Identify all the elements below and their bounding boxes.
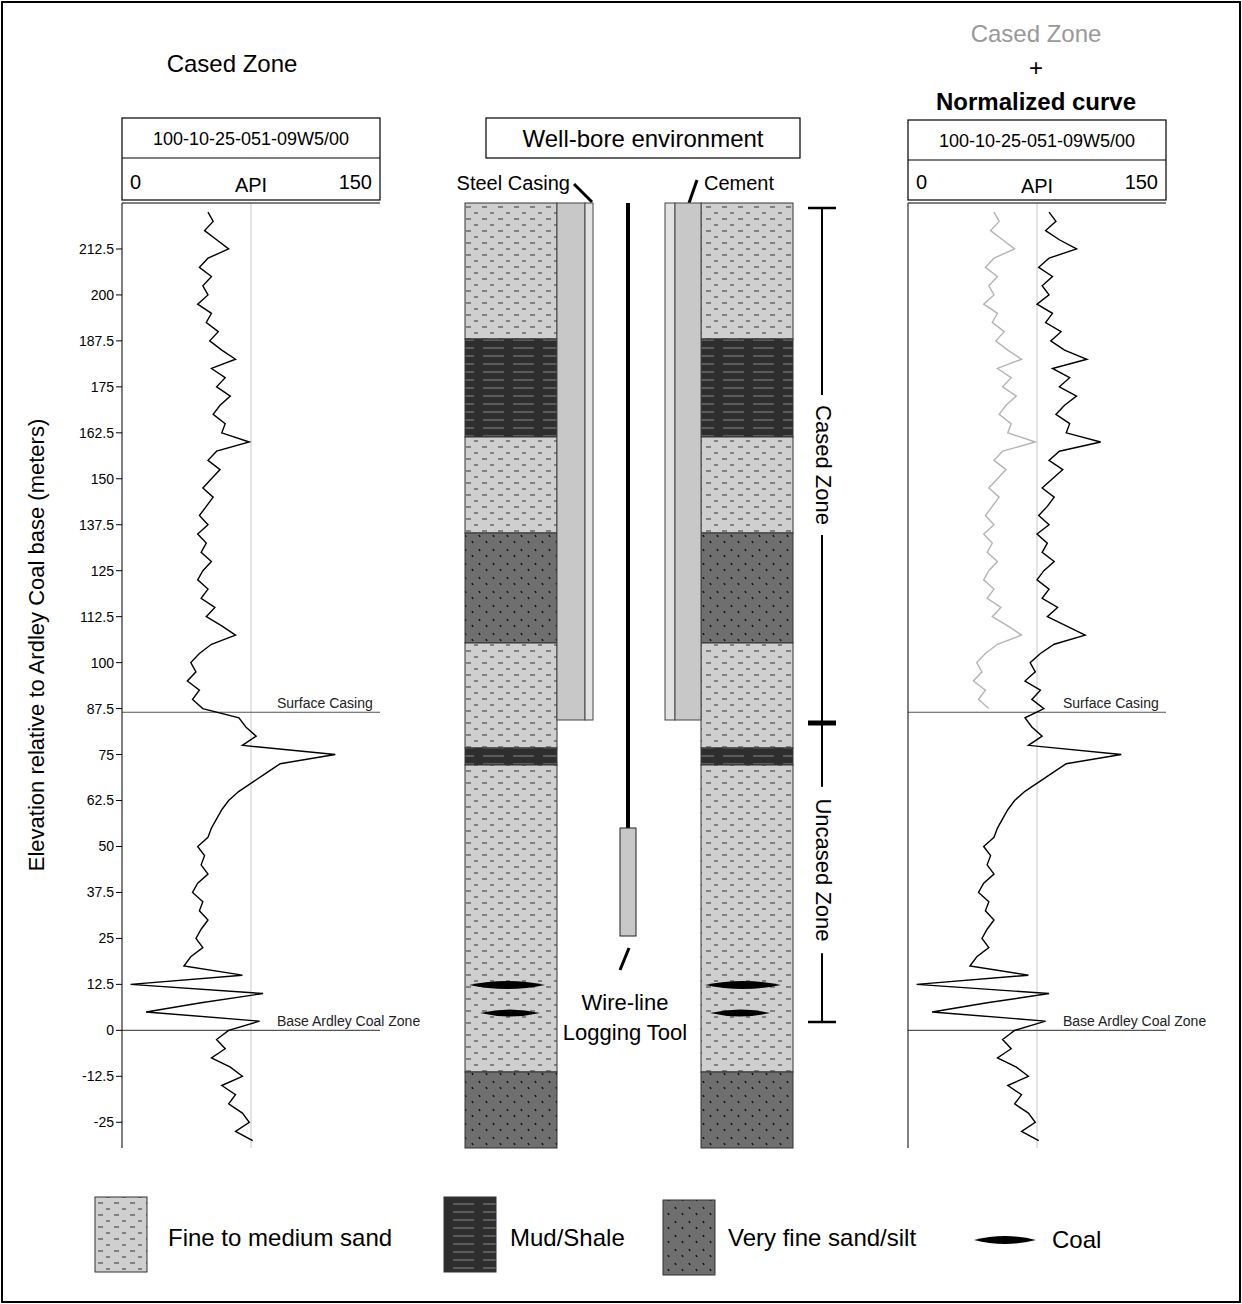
svg-text:-25: -25 xyxy=(94,1114,114,1130)
svg-text:125: 125 xyxy=(91,563,115,579)
svg-text:Cased Zone: Cased Zone xyxy=(811,405,836,525)
svg-text:API: API xyxy=(235,174,267,196)
svg-text:Cased Zone: Cased Zone xyxy=(971,20,1102,47)
svg-text:187.5: 187.5 xyxy=(79,333,114,349)
svg-text:25: 25 xyxy=(98,930,114,946)
svg-text:Logging Tool: Logging Tool xyxy=(563,1020,687,1045)
svg-text:Base Ardley Coal Zone: Base Ardley Coal Zone xyxy=(1063,1013,1206,1029)
svg-text:150: 150 xyxy=(1125,171,1158,193)
svg-text:162.5: 162.5 xyxy=(79,425,114,441)
svg-text:Elevation relative to Ardley C: Elevation relative to Ardley Coal base (… xyxy=(24,419,49,871)
svg-text:150: 150 xyxy=(91,471,115,487)
svg-text:0: 0 xyxy=(916,171,927,193)
svg-text:+: + xyxy=(1029,54,1043,81)
svg-text:12.5: 12.5 xyxy=(87,976,114,992)
svg-text:Cement: Cement xyxy=(704,172,774,194)
svg-text:Wire-line: Wire-line xyxy=(582,990,669,1015)
svg-text:212.5: 212.5 xyxy=(79,241,114,257)
svg-text:100-10-25-051-09W5/00: 100-10-25-051-09W5/00 xyxy=(153,129,349,149)
svg-text:100: 100 xyxy=(91,655,115,671)
svg-text:Very fine sand/silt: Very fine sand/silt xyxy=(728,1224,916,1251)
svg-text:87.5: 87.5 xyxy=(87,701,114,717)
svg-text:Cased Zone: Cased Zone xyxy=(167,50,298,77)
svg-text:75: 75 xyxy=(98,747,114,763)
svg-text:Mud/Shale: Mud/Shale xyxy=(510,1224,625,1251)
svg-text:Base Ardley Coal Zone: Base Ardley Coal Zone xyxy=(277,1013,420,1029)
svg-text:Well-bore environment: Well-bore environment xyxy=(523,125,764,152)
svg-text:Surface Casing: Surface Casing xyxy=(277,695,373,711)
svg-text:100-10-25-051-09W5/00: 100-10-25-051-09W5/00 xyxy=(939,131,1135,151)
svg-text:200: 200 xyxy=(91,287,115,303)
svg-text:112.5: 112.5 xyxy=(80,609,114,625)
svg-text:0: 0 xyxy=(106,1022,114,1038)
svg-text:137.5: 137.5 xyxy=(79,517,114,533)
svg-text:-12.5: -12.5 xyxy=(82,1068,114,1084)
svg-text:0: 0 xyxy=(130,171,141,193)
svg-text:Uncased Zone: Uncased Zone xyxy=(811,798,836,941)
svg-text:50: 50 xyxy=(98,838,114,854)
svg-text:62.5: 62.5 xyxy=(87,792,114,808)
svg-text:Normalized curve: Normalized curve xyxy=(936,88,1136,115)
svg-text:Coal: Coal xyxy=(1052,1226,1101,1253)
svg-text:37.5: 37.5 xyxy=(87,884,114,900)
svg-text:Fine to medium sand: Fine to medium sand xyxy=(168,1224,392,1251)
svg-text:API: API xyxy=(1021,175,1053,197)
svg-text:Steel Casing: Steel Casing xyxy=(457,172,570,194)
svg-text:150: 150 xyxy=(339,171,372,193)
svg-text:175: 175 xyxy=(91,379,115,395)
svg-text:Surface Casing: Surface Casing xyxy=(1063,695,1159,711)
